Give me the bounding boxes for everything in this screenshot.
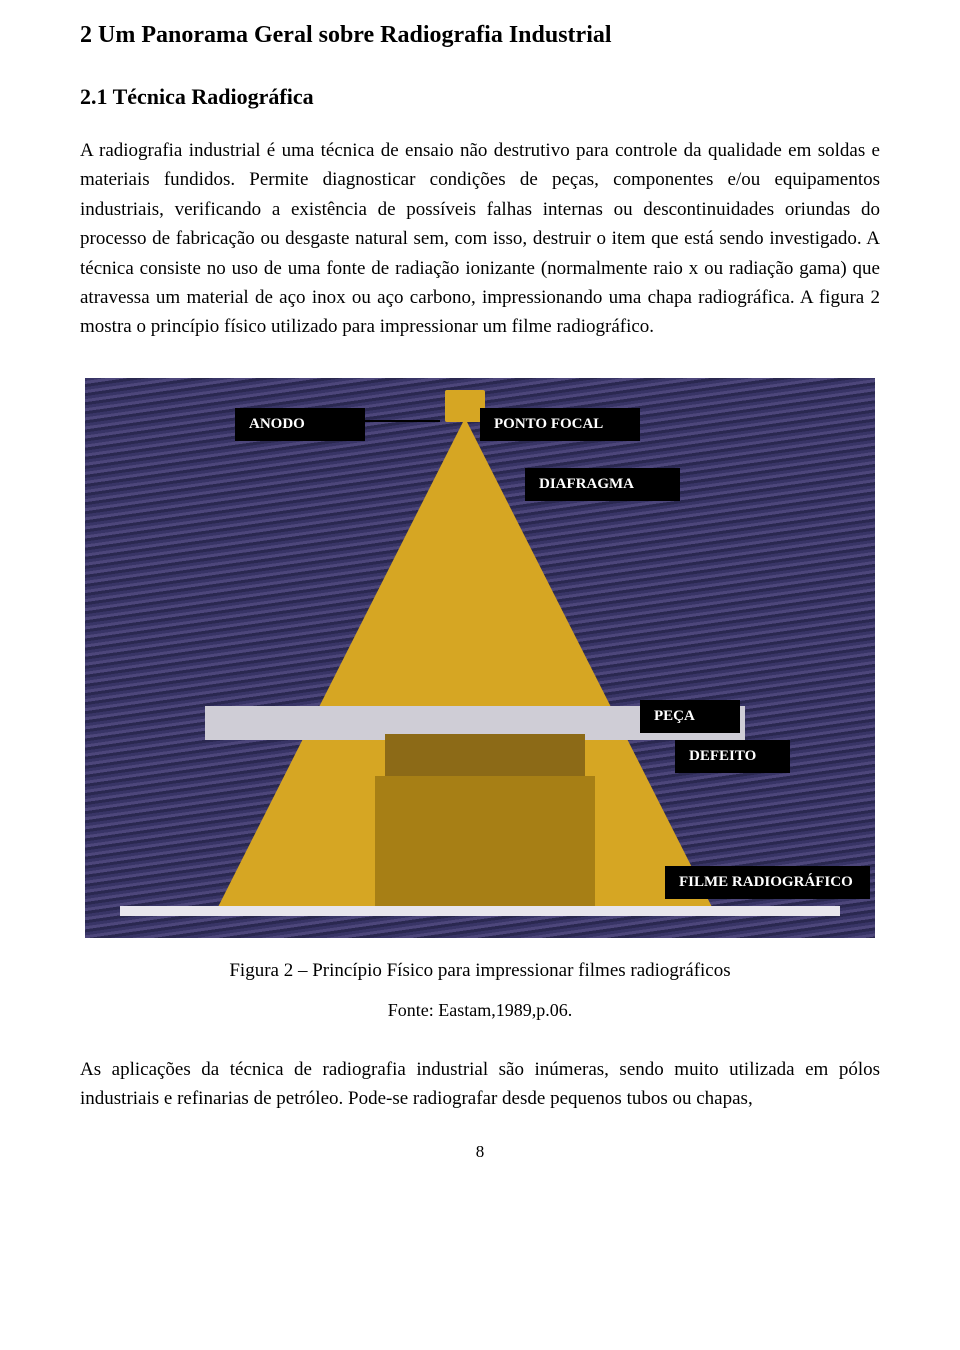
radiation-source — [445, 390, 485, 422]
body-paragraph-1: A radiografia industrial é uma técnica d… — [80, 136, 880, 342]
chapter-heading: 2 Um Panorama Geral sobre Radiografia In… — [80, 20, 880, 51]
label-anodo: ANODO — [235, 408, 365, 441]
film-bar — [120, 906, 840, 916]
figure-2: ANODO PONTO FOCAL DIAFRAGMA PEÇA DEFEITO… — [80, 378, 880, 1021]
label-filme: FILME RADIOGRÁFICO — [665, 866, 870, 899]
label-ponto-focal: PONTO FOCAL — [480, 408, 640, 441]
page-number: 8 — [80, 1142, 880, 1162]
label-defeito: DEFEITO — [675, 740, 790, 773]
lead-anodo — [365, 420, 440, 422]
defect-shadow — [375, 776, 595, 906]
figure-caption: Figura 2 – Princípio Físico para impress… — [80, 960, 880, 982]
label-peca: PEÇA — [640, 700, 740, 733]
section-heading: 2.1 Técnica Radiográfica — [80, 83, 880, 112]
figure-canvas: ANODO PONTO FOCAL DIAFRAGMA PEÇA DEFEITO… — [85, 378, 875, 938]
body-paragraph-2: As aplicações da técnica de radiografia … — [80, 1055, 880, 1114]
defect-region — [385, 734, 585, 776]
label-diafragma: DIAFRAGMA — [525, 468, 680, 501]
figure-source: Fonte: Eastam,1989,p.06. — [80, 1000, 880, 1021]
